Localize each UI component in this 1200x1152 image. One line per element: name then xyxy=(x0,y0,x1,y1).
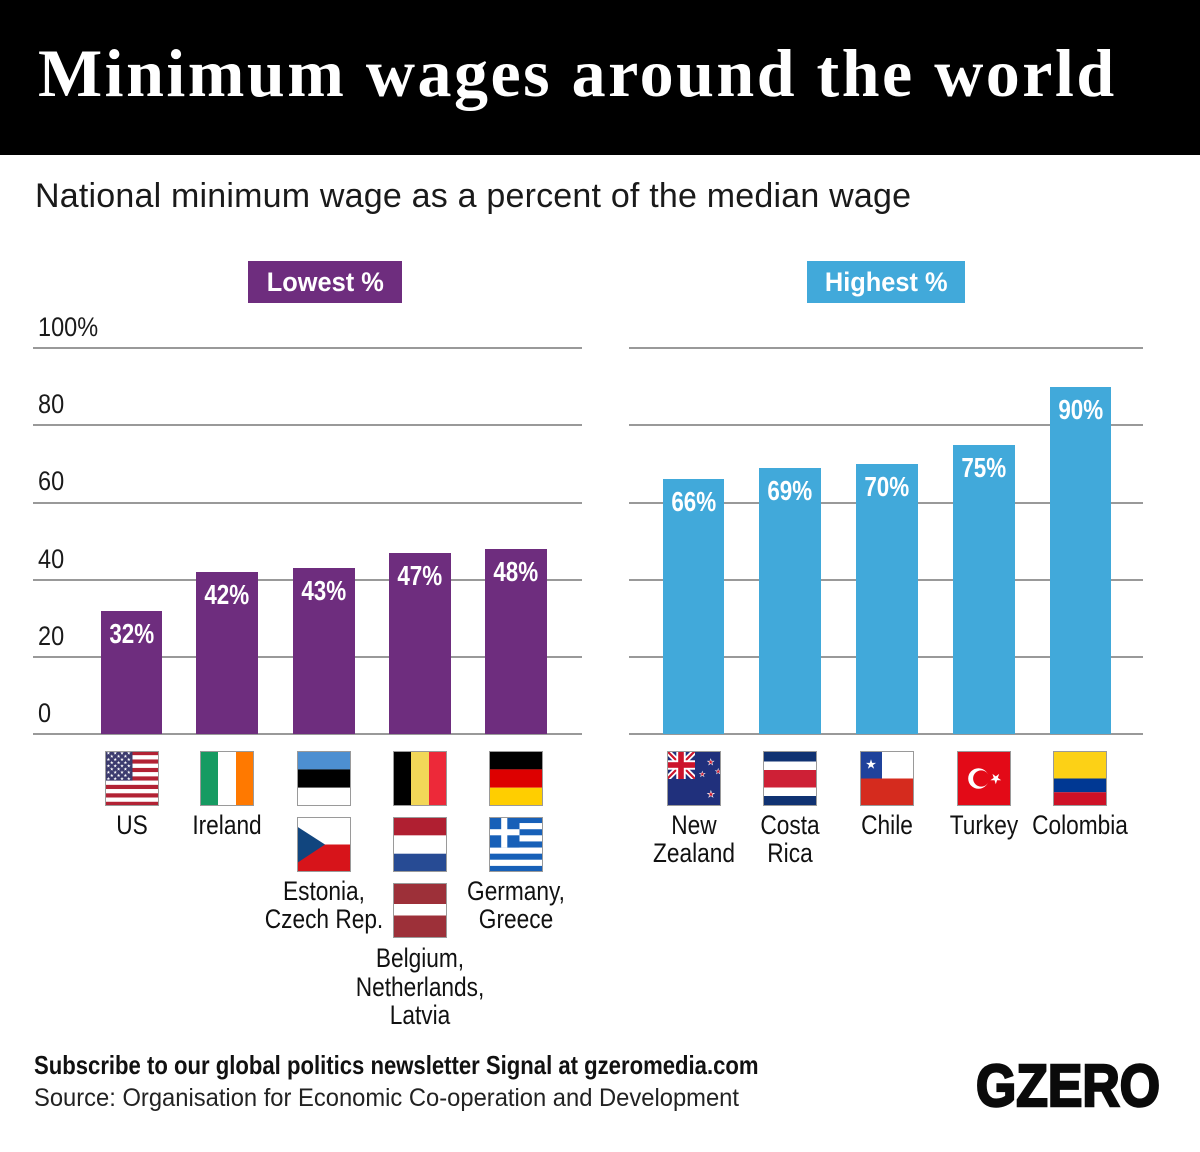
svg-text:GZERO: GZERO xyxy=(976,1063,1160,1109)
